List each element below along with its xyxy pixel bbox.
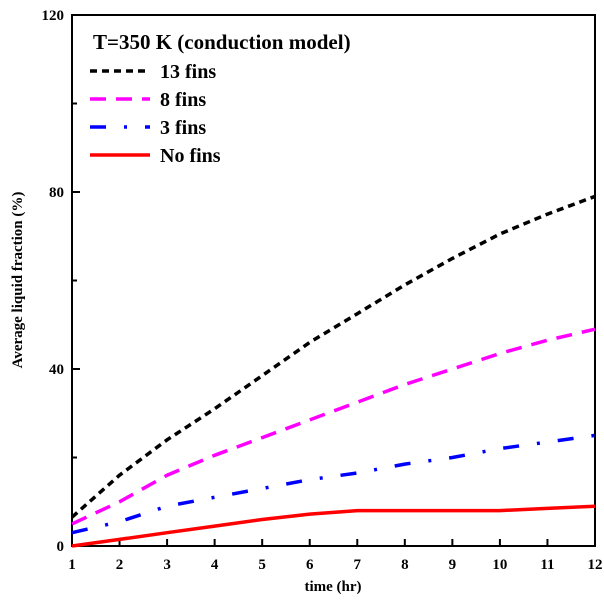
y-tick-label: 0 — [57, 539, 65, 555]
y-tick-label: 80 — [49, 185, 64, 201]
x-tick-label: 11 — [540, 557, 554, 573]
axis-ticks — [71, 14, 596, 547]
x-tick-label: 5 — [258, 557, 266, 573]
x-tick-label: 2 — [116, 557, 124, 573]
x-tick-label: 1 — [68, 557, 76, 573]
series-line-3-fins — [71, 433, 596, 535]
series-lines — [70, 194, 596, 548]
x-tick-label: 4 — [211, 557, 219, 573]
x-tick-label: 9 — [449, 557, 457, 573]
legend-label-13-fins: 13 fins — [160, 61, 216, 83]
x-axis-title: time (hr) — [304, 579, 361, 595]
series-line-13-fins — [70, 194, 596, 519]
plot-frame — [71, 14, 596, 547]
x-tick-label: 3 — [163, 557, 171, 573]
y-axis-title: Average liquid fraction (%) — [10, 192, 26, 369]
x-tick-label: 8 — [401, 557, 409, 573]
legend-title: T=350 K (conduction model) — [93, 30, 351, 54]
y-tick-label: 120 — [42, 8, 65, 24]
x-tick-label: 12 — [588, 557, 603, 573]
series-line-no-fins — [71, 504, 596, 548]
series-line-8-fins — [71, 327, 596, 526]
y-tick-label: 40 — [49, 362, 64, 378]
legend-label-3-fins: 3 fins — [160, 117, 206, 139]
x-tick-label: 7 — [354, 557, 362, 573]
legend-items: 13 fins 8 fins 3 fins No fins — [90, 61, 221, 167]
x-tick-label: 6 — [306, 557, 314, 573]
legend-label-no-fins: No fins — [160, 145, 221, 167]
x-tick-label: 10 — [492, 557, 507, 573]
legend-label-8-fins: 8 fins — [160, 89, 206, 111]
legend: T=350 K (conduction model) 13 fins 8 fins… — [90, 30, 351, 167]
